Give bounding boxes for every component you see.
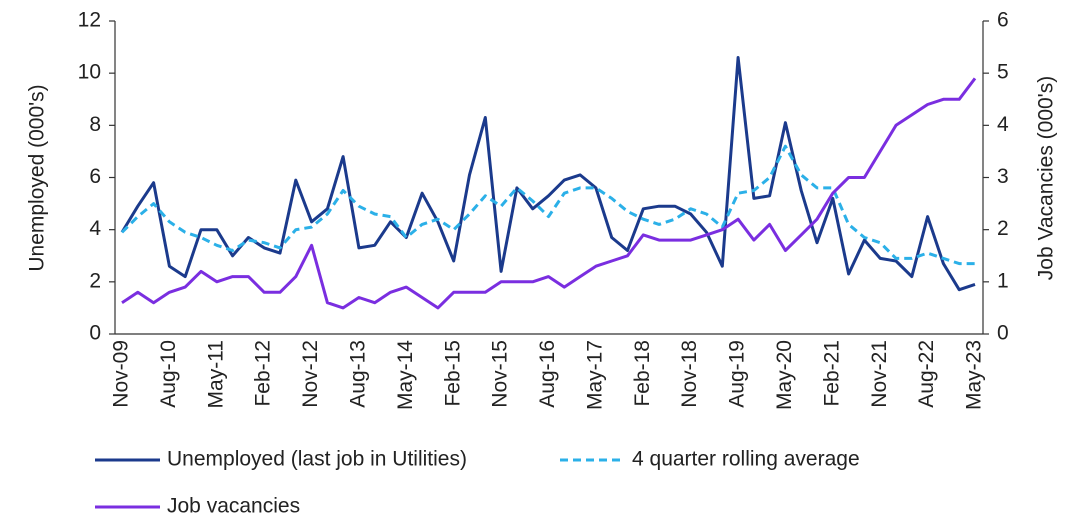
y-tick-label: 6 xyxy=(89,165,101,188)
x-tick-label: May-20 xyxy=(773,340,796,410)
y-tick-label: 0 xyxy=(89,322,101,345)
x-tick-label: Aug-22 xyxy=(915,340,938,408)
y-tick-label: 8 xyxy=(89,113,101,136)
x-tick-label: May-23 xyxy=(963,340,986,410)
series-line xyxy=(121,77,977,310)
x-tick-label: Aug-13 xyxy=(346,340,369,408)
x-tick-label: Nov-21 xyxy=(868,340,891,408)
y-tick-label: 4 xyxy=(89,217,101,240)
x-tick-label: Nov-09 xyxy=(110,340,133,408)
x-tick-label: May-11 xyxy=(204,340,227,408)
x-tick-label: Aug-10 xyxy=(157,340,180,408)
x-tick-label: Aug-16 xyxy=(536,340,559,408)
legend-label: Job vacancies xyxy=(167,495,300,518)
series-line xyxy=(120,56,976,292)
x-tick-label: Aug-19 xyxy=(726,340,749,408)
y2-tick-label: 5 xyxy=(997,61,1009,84)
y-tick-label: 2 xyxy=(89,269,101,292)
x-tick-label: Nov-12 xyxy=(299,340,322,408)
x-tick-label: Nov-15 xyxy=(489,340,512,408)
x-tick-label: Feb-15 xyxy=(441,340,464,407)
legend-label: Unemployed (last job in Utilities) xyxy=(167,448,467,471)
y2-tick-label: 2 xyxy=(997,217,1009,240)
y2-axis-title: Job Vacancies (000's) xyxy=(1035,76,1058,280)
series-line xyxy=(120,144,975,266)
y2-tick-label: 1 xyxy=(997,269,1009,292)
y-tick-label: 10 xyxy=(78,61,101,84)
x-tick-label: Feb-21 xyxy=(820,340,843,407)
y2-tick-label: 3 xyxy=(997,165,1009,188)
legend-label: 4 quarter rolling average xyxy=(632,448,860,471)
y-tick-label: 12 xyxy=(78,9,101,32)
x-tick-label: Feb-18 xyxy=(631,340,654,407)
y-axis-title: Unemployed (000's) xyxy=(26,84,49,271)
x-tick-label: Feb-12 xyxy=(252,340,275,407)
x-tick-label: Nov-18 xyxy=(678,340,701,408)
x-tick-label: May-14 xyxy=(394,340,417,410)
y2-tick-label: 6 xyxy=(997,9,1009,32)
x-tick-label: May-17 xyxy=(583,340,606,410)
y2-tick-label: 0 xyxy=(997,322,1009,345)
y2-tick-label: 4 xyxy=(997,113,1009,136)
